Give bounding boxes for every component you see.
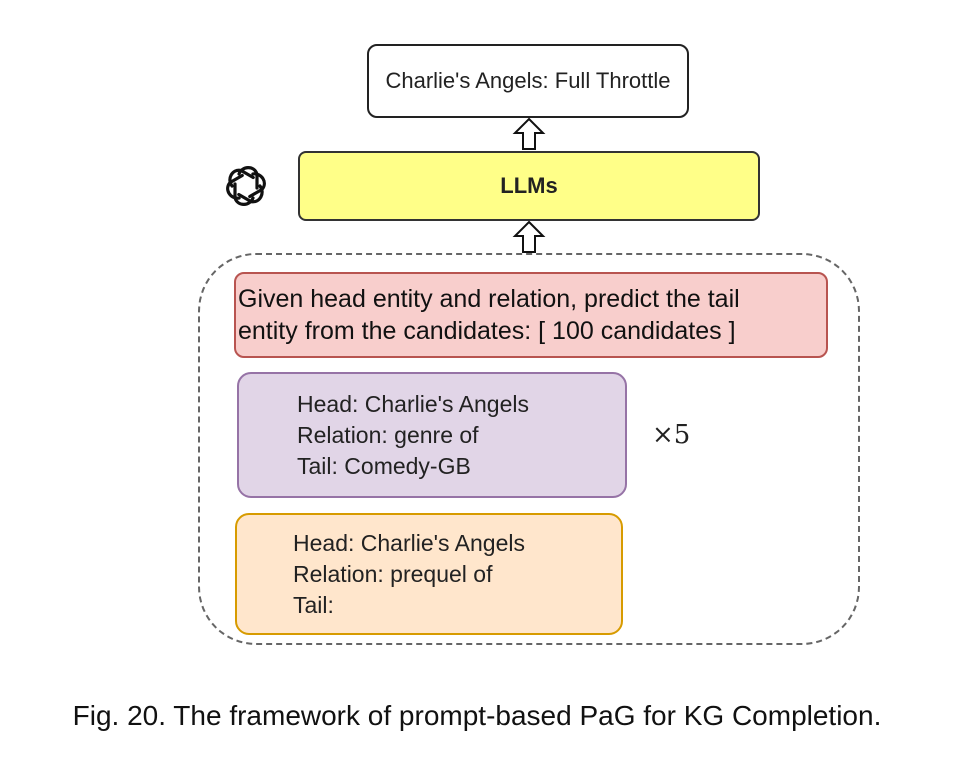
- instruction-line-2: entity from the candidates: [ 100 candid…: [238, 317, 736, 345]
- query-tail: Tail:: [293, 591, 334, 618]
- llm-label: LLMs: [500, 173, 558, 198]
- repeat-label: ×5: [652, 420, 691, 450]
- output-text: Charlie's Angels: Full Throttle: [385, 68, 671, 93]
- output-box: Charlie's Angels: Full Throttle: [367, 44, 689, 118]
- figure-caption: Fig. 20. The framework of prompt-based P…: [72, 700, 882, 731]
- query-head: Head: Charlie's Angels: [293, 529, 525, 556]
- query-box: Head: Charlie's Angels Relation: prequel…: [235, 513, 623, 635]
- example-head: Head: Charlie's Angels: [297, 390, 529, 417]
- llm-box: LLMs: [298, 151, 760, 221]
- example-relation: Relation: genre of: [297, 421, 479, 448]
- up-arrow-icon: [512, 220, 546, 253]
- prompt-container: [198, 253, 860, 645]
- instruction-box: Given head entity and relation, predict …: [234, 272, 828, 358]
- up-arrow-icon: [512, 117, 546, 150]
- query-relation: Relation: prequel of: [293, 560, 493, 587]
- openai-logo-icon: [226, 166, 266, 206]
- instruction-line-1: Given head entity and relation, predict …: [238, 285, 740, 313]
- example-tail: Tail: Comedy-GB: [297, 452, 471, 479]
- example-box: Head: Charlie's Angels Relation: genre o…: [237, 372, 627, 498]
